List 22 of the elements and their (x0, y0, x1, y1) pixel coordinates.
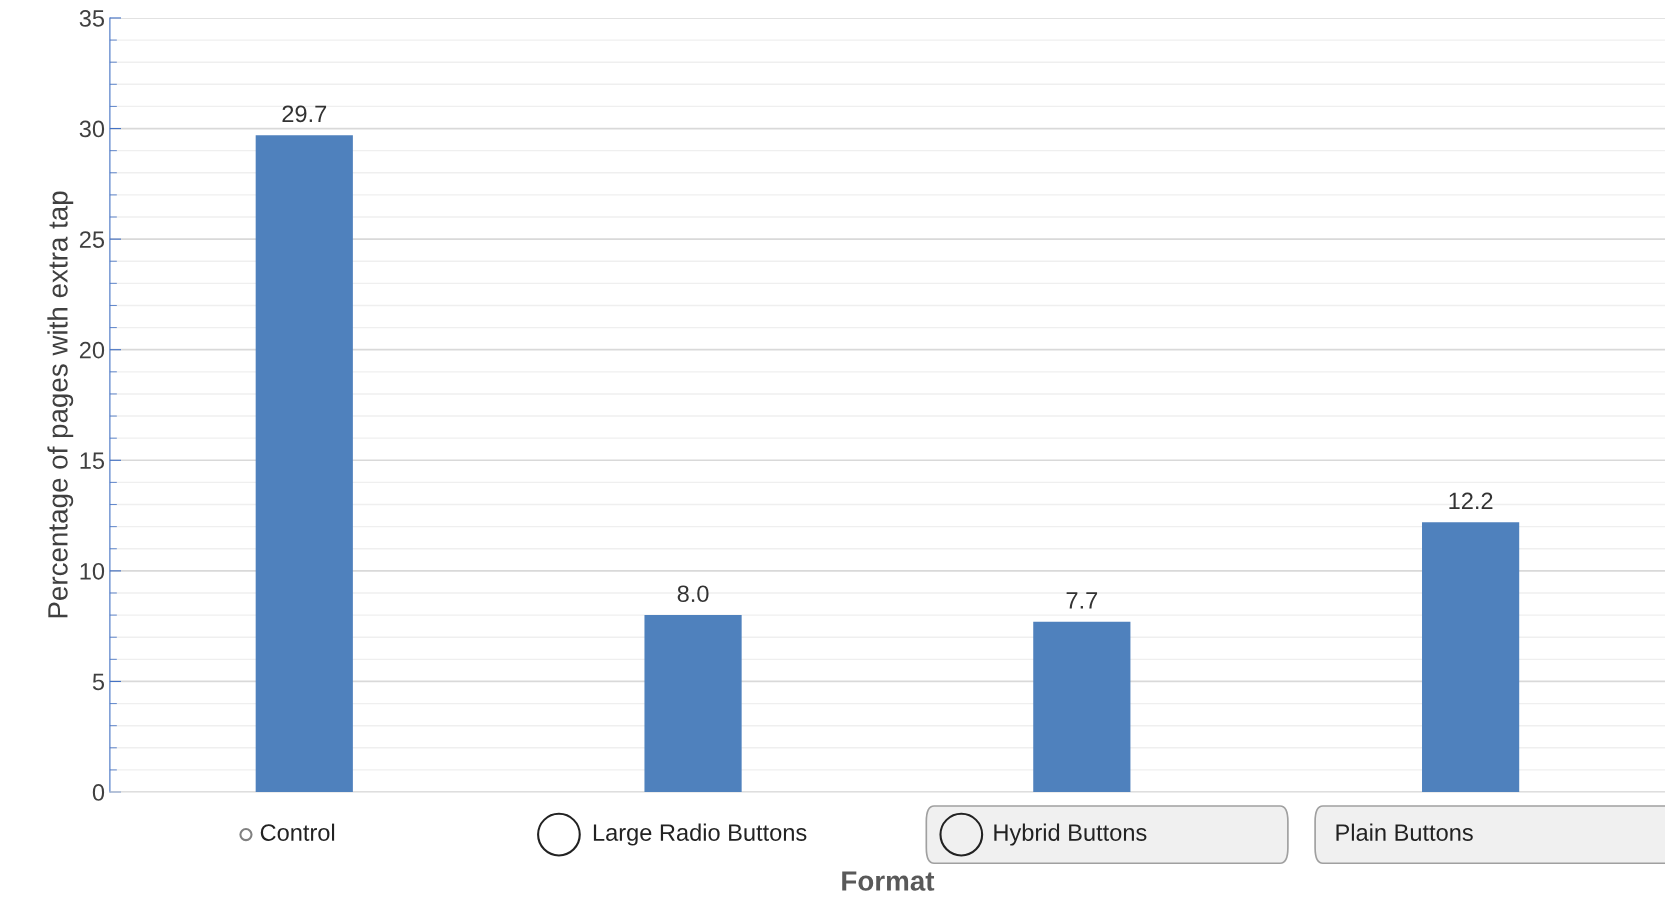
bar (1422, 522, 1520, 793)
data-label: 12.2 (1449, 492, 1493, 509)
bar (255, 135, 353, 793)
y-tick-label: 5 (92, 673, 105, 691)
x-tick-label: Large Radio Buttons (593, 823, 807, 846)
y-tick-label: 10 (80, 562, 105, 580)
y-tick-label: 25 (79, 231, 105, 248)
data-label: 7.7 (1066, 592, 1098, 609)
y-tick-label: 30 (79, 120, 105, 138)
data-label: 8.0 (677, 585, 709, 603)
x-tick-label: Plain Buttons (1336, 823, 1473, 841)
x-tick-label: Control (260, 823, 335, 841)
y-tick-label: 15 (80, 452, 105, 470)
x-tick-label: Hybrid Buttons (994, 823, 1147, 846)
y-tick-label: 0 (92, 784, 105, 801)
y-tick-label: 20 (79, 341, 105, 359)
y-tick-label: 35 (79, 10, 105, 27)
y-axis-title: Percentage of pages with extra tap (47, 191, 74, 618)
bar (1033, 621, 1131, 793)
data-label: 29.7 (282, 105, 327, 123)
bar (644, 615, 742, 793)
x-axis-title: Format (842, 871, 935, 891)
